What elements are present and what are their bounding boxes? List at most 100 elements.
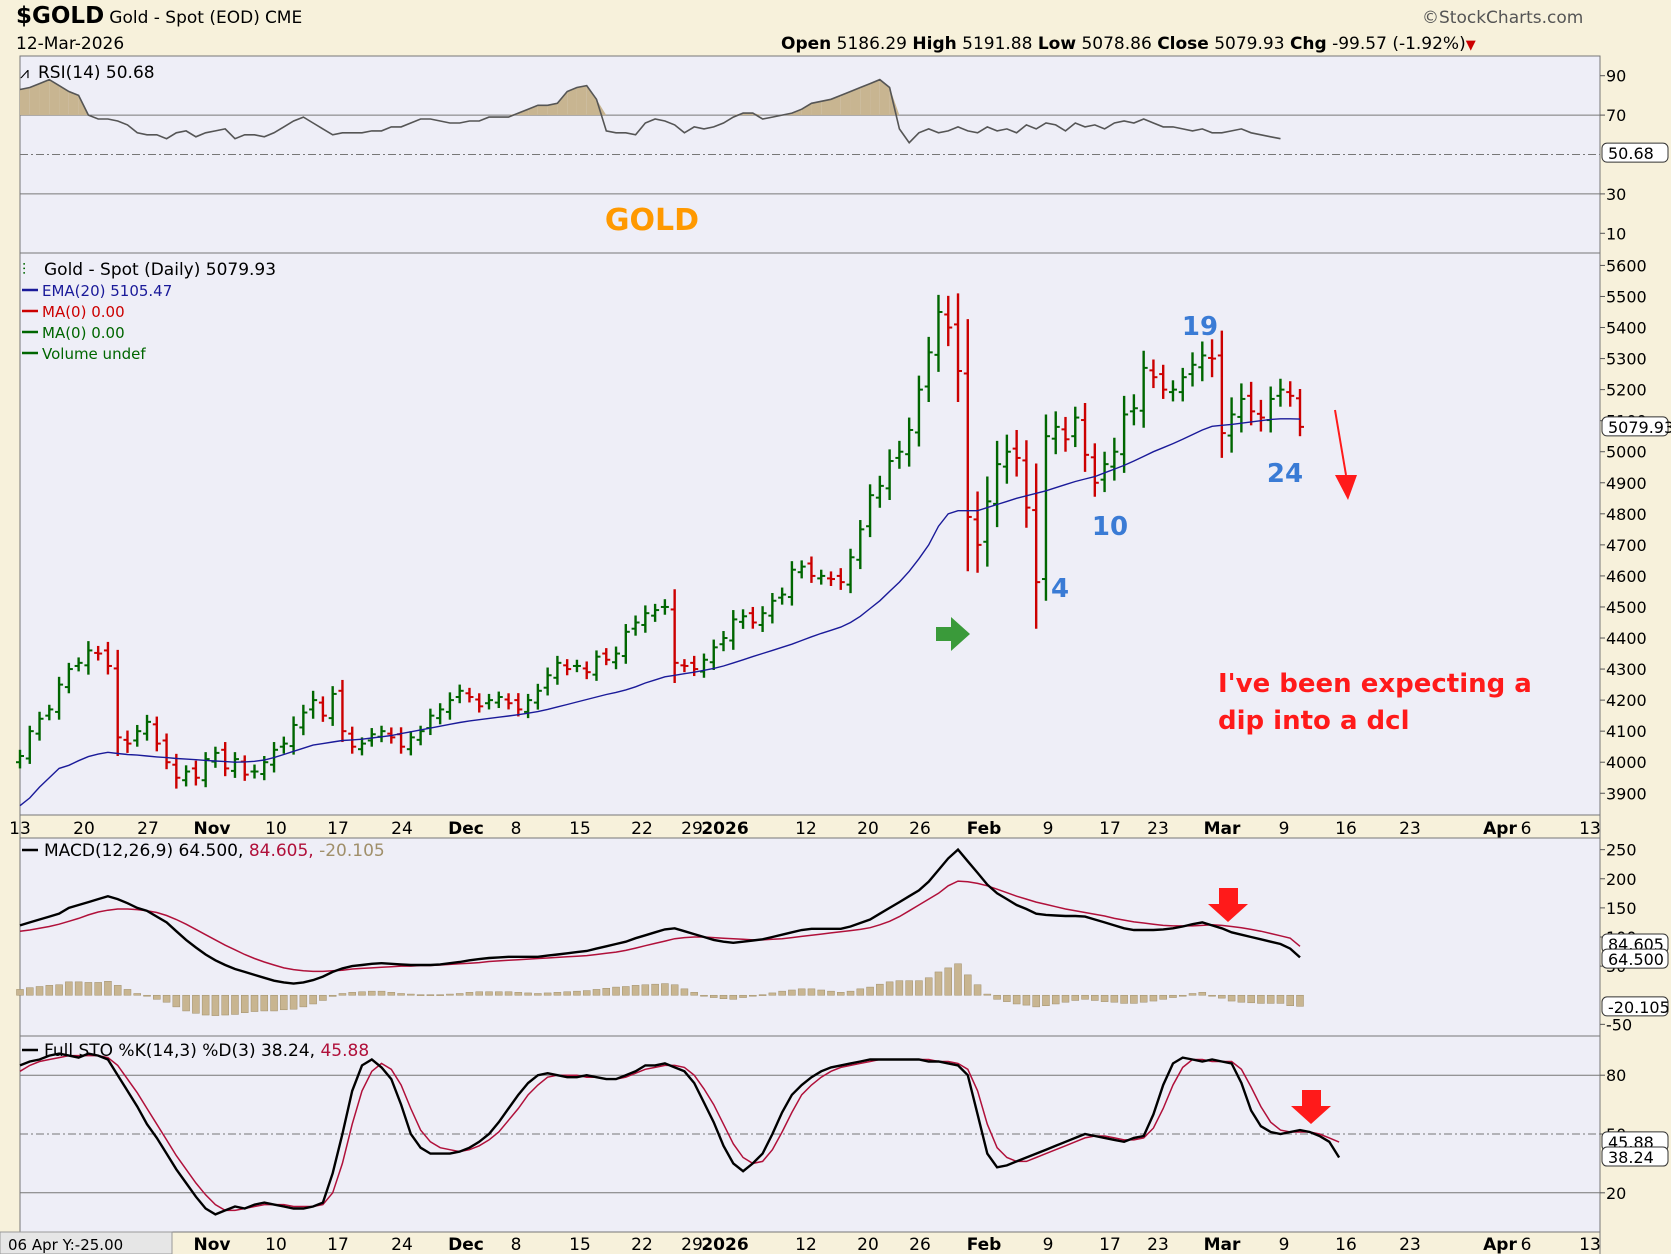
macd-histogram-bar (1032, 994, 1040, 1008)
macd-histogram-bar (1286, 994, 1294, 1006)
rsi-overbought-fill (870, 79, 880, 116)
green-arrow-icon (936, 617, 970, 651)
macd-histogram-bar (84, 982, 93, 996)
macd-histogram-bar (837, 992, 845, 996)
macd-histogram-bar (1130, 994, 1138, 1004)
macd-histogram-bar (709, 994, 718, 998)
macd-histogram-bar (622, 986, 630, 996)
macd-legend: MACD(12,26,9) 64.500, 84.605, -20.105 (44, 841, 385, 861)
macd-histogram-bar (1257, 994, 1265, 1004)
open-value: 5186.29 (836, 34, 907, 54)
price-last-value: 5079.93 (1608, 418, 1671, 437)
date-axis-label: 24 (391, 819, 413, 839)
price-tick-label: 5300 (1606, 350, 1647, 369)
macd-histogram-bar (1110, 994, 1119, 1003)
macd-histogram-bar (192, 994, 200, 1014)
macd-histogram-bar (719, 994, 728, 999)
macd-histogram-bar (426, 994, 435, 996)
bottom-date-axis-label: 24 (391, 1235, 413, 1254)
macd-histogram-bar (1198, 992, 1207, 996)
rsi-overbought-fill (49, 79, 60, 116)
macd-histogram-bar (846, 990, 855, 996)
date-axis-label: 23 (1147, 819, 1169, 839)
macd-legend-value: 84.605, (249, 841, 319, 861)
macd-legend-value: -20.105 (319, 841, 385, 861)
macd-histogram-bar (504, 991, 513, 996)
macd-histogram-bar (377, 990, 386, 996)
sto-down-arrow-icon (1291, 1090, 1331, 1124)
cycle-label-4: 4 (1051, 574, 1069, 604)
rsi-overbought-fill (879, 79, 890, 116)
bottom-date-axis-label: 26 (909, 1235, 931, 1254)
rsi-overbought-fill (850, 87, 861, 116)
macd-histogram-bar (1169, 994, 1177, 998)
date-axis-label: 16 (1335, 819, 1357, 839)
macd-histogram-bar (915, 980, 923, 996)
date-axis-label: 9 (1279, 819, 1290, 839)
macd-histogram-bar (250, 994, 259, 1012)
price-tick-label: 4400 (1606, 629, 1647, 648)
macd-histogram-bar (338, 993, 347, 996)
red-down-arrow-icon (1335, 475, 1357, 500)
quote-line: Open 5186.29 High 5191.88 Low 5078.86 Cl… (781, 34, 1476, 54)
macd-tick-label: 200 (1606, 870, 1637, 889)
cycle-label-19: 19 (1182, 312, 1218, 342)
price-tick-label: 4700 (1606, 536, 1647, 555)
macd-histogram-bar (768, 992, 777, 996)
macd-histogram-bar (1188, 993, 1197, 996)
price-last-value-box (1601, 416, 1669, 437)
macd-hist-value: -20.105 (1608, 998, 1670, 1017)
macd-histogram-bar (65, 981, 73, 996)
rsi-legend: RSI(14) 50.68 (38, 63, 155, 83)
bottom-date-axis-label: 9 (1043, 1235, 1054, 1254)
macd-tick-label: 150 (1606, 899, 1637, 918)
macd-histogram-bar (113, 985, 122, 996)
macd-histogram-bar (368, 990, 376, 996)
chg-down-icon: ▼ (1465, 38, 1476, 53)
macd-histogram-bar (1051, 994, 1060, 1005)
date-axis-label: Nov (194, 819, 231, 839)
macd-legend-value: 64.500, (179, 841, 249, 861)
macd-histogram-bar (446, 993, 454, 996)
macd-histogram-bar (348, 992, 356, 996)
date-axis-label: 20 (73, 819, 95, 839)
macd-histogram-bar (612, 986, 620, 996)
macd-histogram-bar (553, 992, 562, 996)
macd-histogram-bar (280, 994, 288, 1011)
macd-histogram-bar (299, 994, 308, 1008)
header-title: $GOLD Gold - Spot (EOD) CME (16, 3, 302, 29)
rsi-overbought-fill (889, 87, 900, 116)
red-down-arrow-shaft (1334, 409, 1347, 476)
bottom-date-axis-label: 2026 (701, 1235, 748, 1254)
macd-histogram-bar (495, 991, 503, 996)
macd-value: 64.500 (1608, 950, 1664, 969)
date-axis-label: 6 (1521, 819, 1532, 839)
macd-hist-value-box (1601, 996, 1669, 1017)
macd-histogram-bar (1139, 994, 1148, 1003)
low-value: 5078.86 (1081, 34, 1152, 54)
macd-histogram-bar (1218, 994, 1226, 999)
bottom-date-axis-label: Feb (967, 1235, 1002, 1254)
date-axis-label: 9 (1043, 819, 1054, 839)
macd-histogram-bar (475, 991, 483, 996)
macd-histogram-bar (827, 990, 835, 996)
macd-histogram-bar (993, 994, 1001, 1000)
macd-histogram-bar (778, 990, 786, 996)
bottom-date-axis-label: 20 (857, 1235, 879, 1254)
macd-histogram-bar (934, 971, 943, 996)
macd-histogram-bar (524, 992, 532, 996)
price-legend-item: Volume undef (42, 345, 146, 363)
macd-histogram-bar (143, 994, 151, 997)
price-tick-label: 4500 (1606, 598, 1647, 617)
macd-histogram-bar (1003, 994, 1011, 1002)
macd-histogram-bar (1100, 994, 1109, 1002)
crosshair-readout-box (0, 1231, 173, 1254)
macd-histogram-bar (905, 980, 913, 996)
macd-histogram-bar (289, 994, 298, 1010)
date-axis-label: 15 (569, 819, 591, 839)
sto-d-line (19, 1054, 1340, 1212)
macd-histogram-bar (1012, 994, 1021, 1005)
chg-value: -99.57 (-1.92%) (1332, 34, 1466, 54)
price-legend-item: MA(0) 0.00 (42, 303, 125, 321)
